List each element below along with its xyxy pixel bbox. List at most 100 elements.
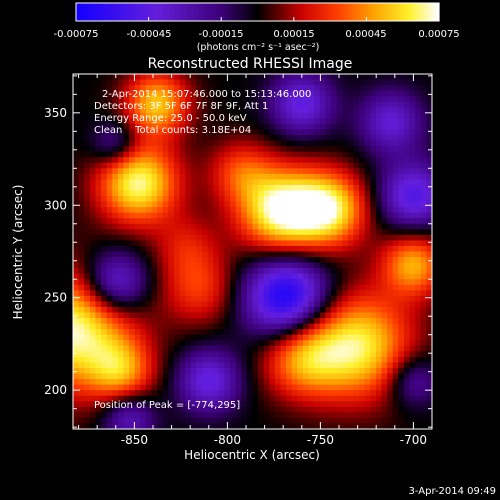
heatmap-cell <box>224 234 231 241</box>
heatmap-cell <box>420 196 427 203</box>
heatmap-cell <box>202 74 209 81</box>
heatmap-cell <box>84 107 91 114</box>
heatmap-cell <box>364 201 371 208</box>
heatmap-cell <box>202 406 209 413</box>
heatmap-cell <box>297 184 304 191</box>
heatmap-cell <box>117 146 124 153</box>
heatmap-cell <box>370 284 377 291</box>
heatmap-cell <box>179 356 186 363</box>
heatmap-cell <box>207 268 214 275</box>
heatmap-cell <box>162 96 169 103</box>
heatmap-cell <box>246 329 253 336</box>
heatmap-cell <box>89 118 96 125</box>
heatmap-cell <box>196 268 203 275</box>
heatmap-cell <box>370 140 377 147</box>
heatmap-cell <box>420 273 427 280</box>
heatmap-cell <box>202 140 209 147</box>
heatmap-cell <box>117 423 124 429</box>
heatmap-cell <box>241 379 248 386</box>
heatmap-cell <box>274 279 282 286</box>
heatmap-cell <box>252 123 259 130</box>
heatmap-cell <box>364 151 371 158</box>
heatmap-cell <box>420 90 427 97</box>
heatmap-cell <box>403 74 411 81</box>
colorbar-cell <box>283 3 287 21</box>
heatmap-cell <box>218 306 225 314</box>
heatmap-cell <box>314 356 321 363</box>
heatmap-cell <box>398 323 405 330</box>
heatmap-cell <box>202 390 209 397</box>
heatmap-cell <box>286 173 293 180</box>
heatmap-cell <box>274 101 282 108</box>
heatmap-cell <box>331 323 338 330</box>
heatmap-cell <box>168 129 175 136</box>
heatmap-cell <box>370 406 377 413</box>
heatmap-cell <box>381 207 388 214</box>
heatmap-cell <box>207 96 214 103</box>
heatmap-cell <box>258 184 265 191</box>
heatmap-cell <box>179 140 186 147</box>
heatmap-cell <box>347 390 354 397</box>
heatmap-cell <box>84 423 91 429</box>
heatmap-cell <box>129 362 136 369</box>
heatmap-cell <box>252 151 259 158</box>
heatmap-cell <box>280 312 287 319</box>
heatmap-cell <box>224 356 231 363</box>
heatmap-cell <box>101 318 108 325</box>
heatmap-cell <box>207 356 214 363</box>
heatmap-cell <box>89 423 96 429</box>
heatmap-cell <box>364 240 371 247</box>
heatmap-cell <box>308 229 315 236</box>
heatmap-cell <box>213 412 220 419</box>
heatmap-cell <box>403 273 411 280</box>
heatmap-cell <box>173 290 181 297</box>
heatmap-cell <box>173 168 181 175</box>
heatmap-cell <box>426 146 432 153</box>
heatmap-cell <box>123 245 130 252</box>
heatmap-cell <box>375 367 383 375</box>
heatmap-cell <box>196 401 203 408</box>
heatmap-cell <box>415 334 422 341</box>
heatmap-cell <box>173 318 181 325</box>
heatmap-cell <box>117 251 124 258</box>
heatmap-cell <box>230 162 237 169</box>
heatmap-cell <box>291 284 298 291</box>
heatmap-cell <box>392 362 399 369</box>
heatmap-cell <box>403 423 411 429</box>
heatmap-cell <box>258 179 265 186</box>
heatmap-cell <box>162 406 169 413</box>
heatmap-cell <box>353 423 360 429</box>
heatmap-cell <box>263 212 270 219</box>
heatmap-cell <box>241 412 248 419</box>
heatmap-cell <box>218 129 225 136</box>
heatmap-cell <box>168 340 175 347</box>
heatmap-cell <box>241 301 248 308</box>
heatmap-cell <box>308 240 315 247</box>
colorbar-tick-label: 0.00015 <box>273 29 314 40</box>
heatmap-cell <box>331 151 338 158</box>
heatmap-cell <box>297 168 304 175</box>
heatmap-cell <box>207 190 214 197</box>
heatmap-cell <box>381 184 388 191</box>
heatmap-cell <box>426 301 432 308</box>
heatmap-cell <box>342 290 349 297</box>
heatmap-cell <box>145 218 153 225</box>
heatmap-cell <box>185 245 192 252</box>
heatmap-cell <box>280 196 287 203</box>
heatmap-cell <box>274 90 282 97</box>
heatmap-cell <box>319 173 326 180</box>
heatmap-cell <box>359 251 366 258</box>
heatmap-cell <box>331 101 338 108</box>
heatmap-cell <box>246 96 253 103</box>
heatmap-cell <box>213 229 220 236</box>
heatmap-cell <box>381 179 388 186</box>
heatmap-cell <box>218 218 225 225</box>
heatmap-cell <box>302 423 310 429</box>
heatmap-cell <box>336 123 343 130</box>
heatmap-cell <box>230 101 237 108</box>
heatmap-cell <box>381 318 388 325</box>
heatmap-cell <box>297 196 304 203</box>
heatmap-cell <box>89 284 96 291</box>
heatmap-cell <box>302 201 310 208</box>
heatmap-cell <box>420 329 427 336</box>
